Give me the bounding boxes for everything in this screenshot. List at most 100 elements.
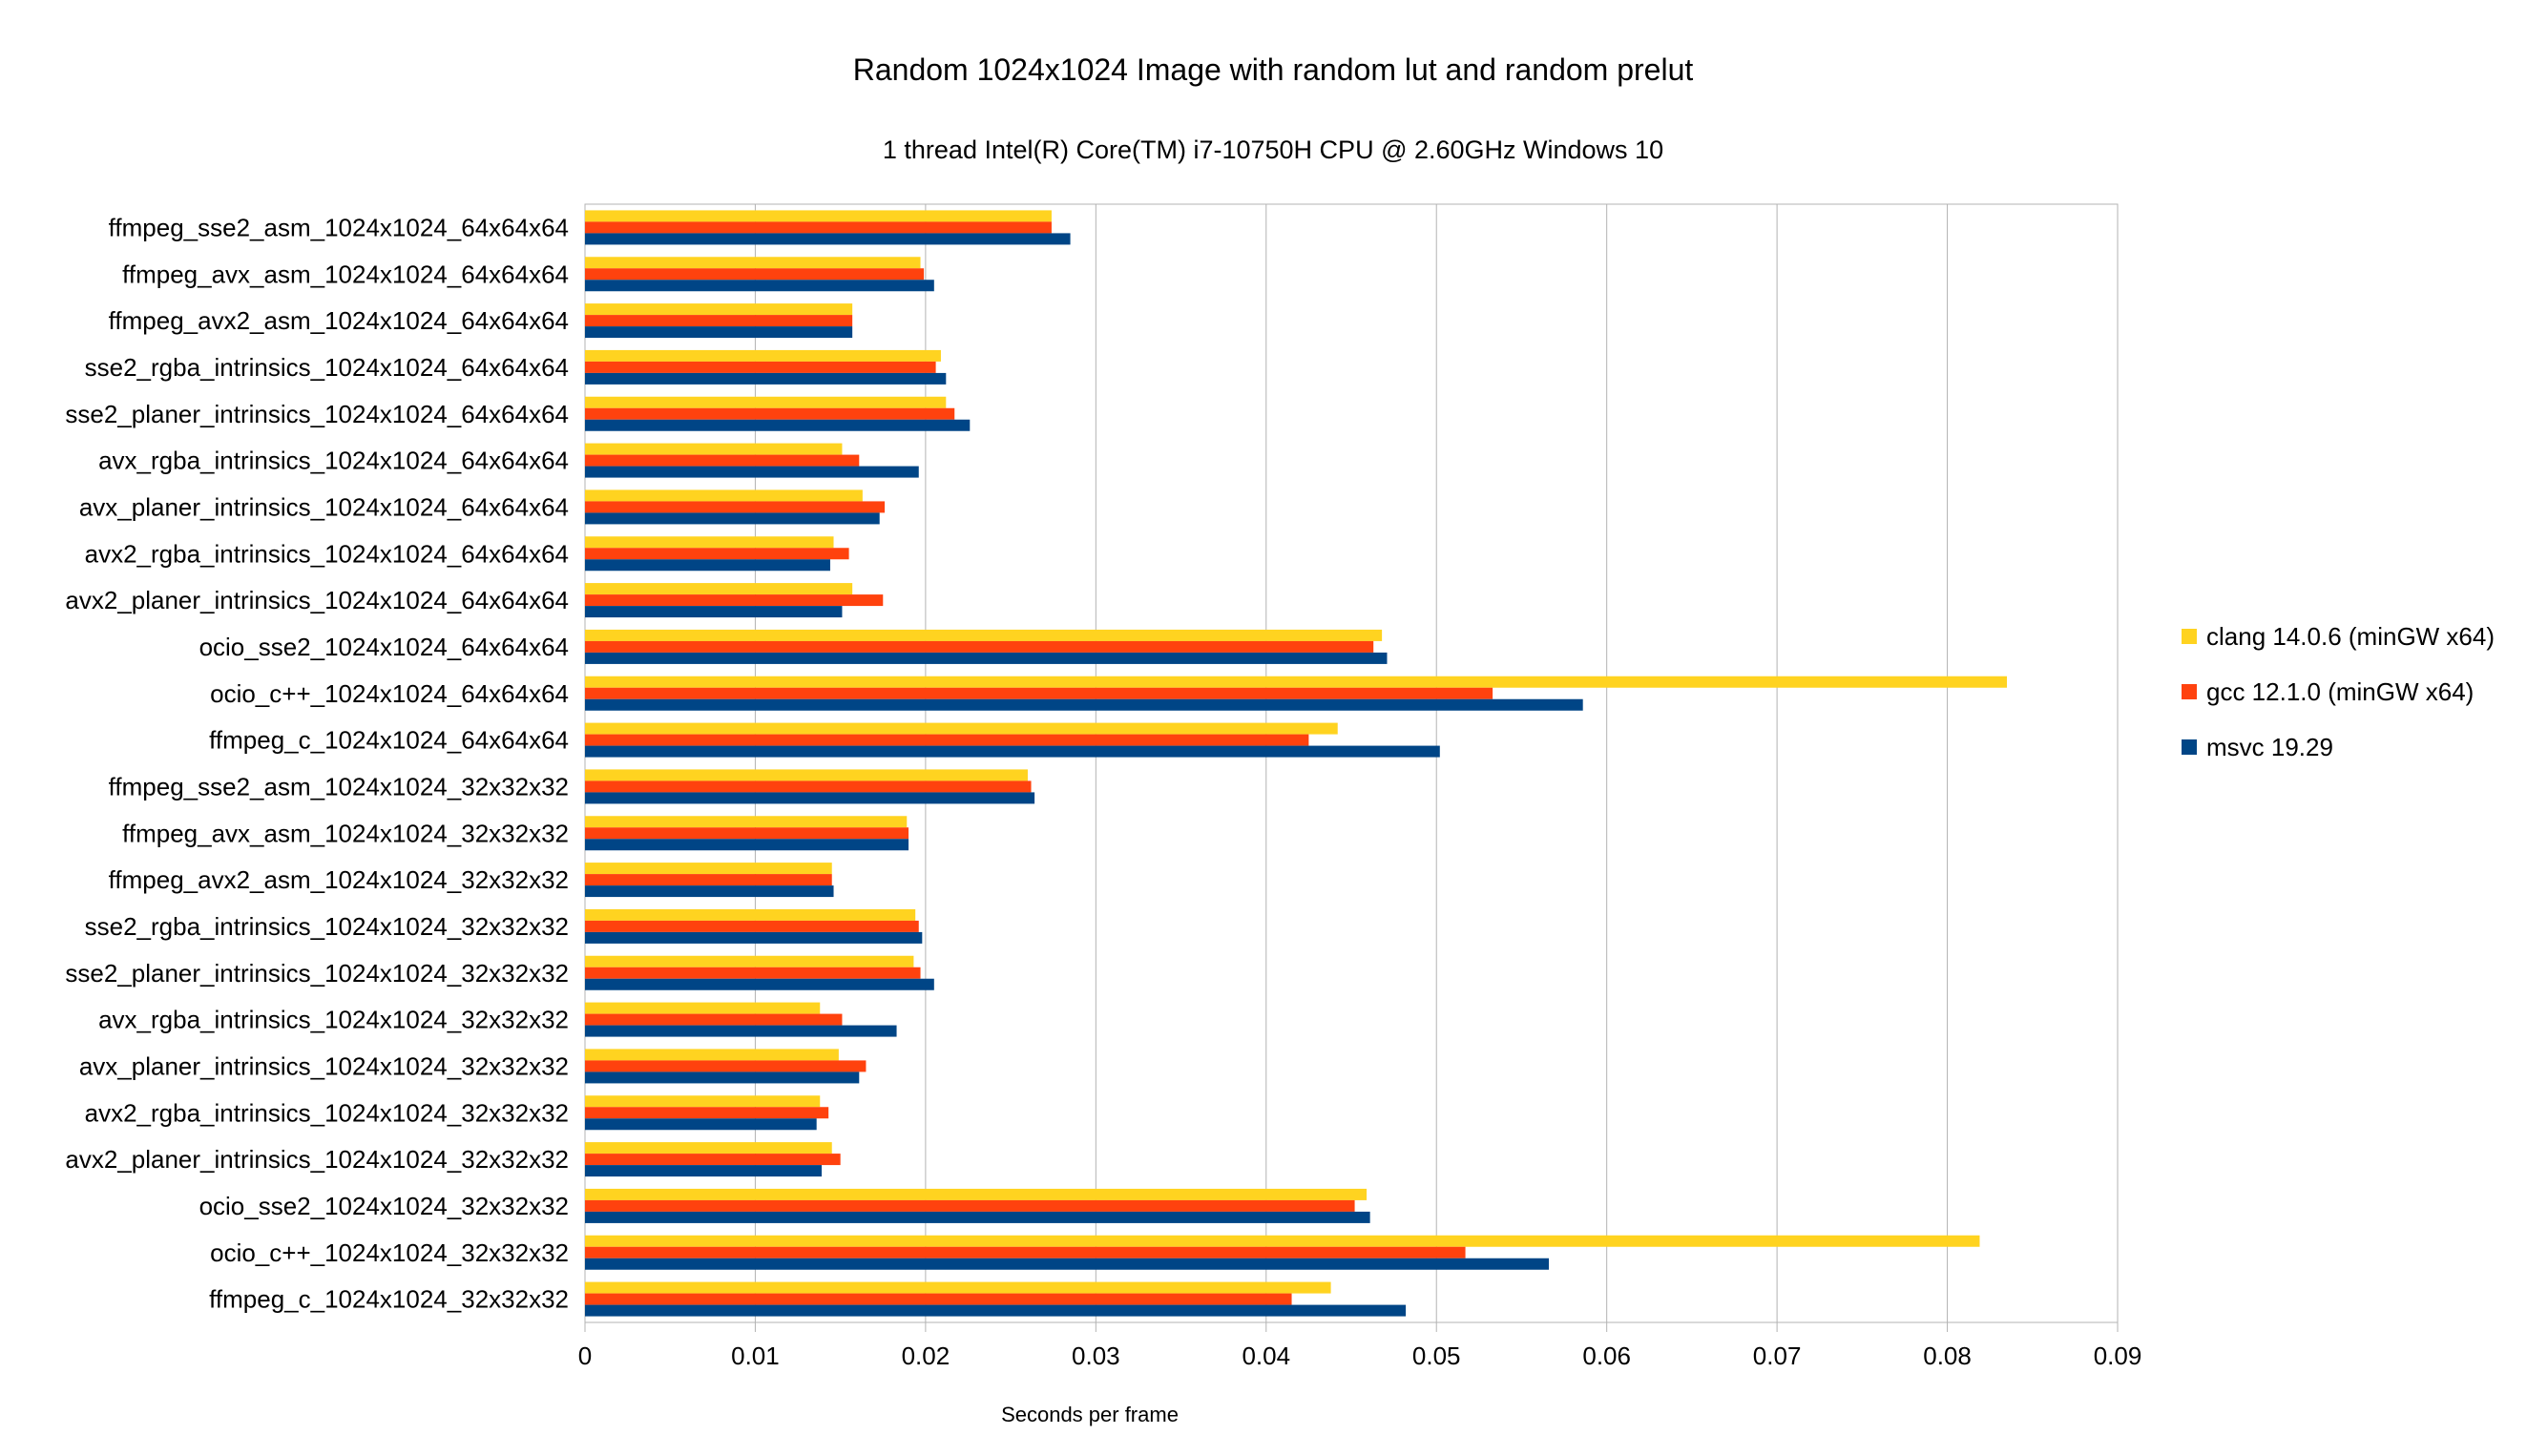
bar	[585, 734, 1309, 746]
bar	[585, 676, 2008, 688]
bar	[585, 652, 1388, 664]
category-label: ffmpeg_avx_asm_1024x1024_64x64x64	[122, 260, 569, 288]
bar	[585, 1060, 867, 1072]
bar	[585, 466, 919, 478]
bar	[585, 559, 830, 572]
bar	[585, 512, 880, 525]
plot-area	[584, 203, 2119, 1323]
bar	[585, 1049, 839, 1061]
bar	[585, 606, 843, 618]
x-tick-label: 0.04	[1242, 1342, 1290, 1370]
category-label: avx2_planer_intrinsics_1024x1024_64x64x6…	[65, 586, 569, 614]
bar	[585, 326, 853, 339]
x-tick-label: 0.01	[731, 1342, 780, 1370]
bars	[585, 210, 2008, 1317]
x-tick-label: 0.08	[1923, 1342, 1972, 1370]
category-label: ocio_c++_1024x1024_64x64x64	[210, 679, 569, 708]
bar	[585, 594, 884, 607]
bar	[585, 769, 1028, 781]
x-tick-label: 0	[578, 1342, 592, 1370]
x-axis-label: Seconds per frame	[1001, 1403, 1179, 1426]
bar	[585, 885, 834, 898]
bar	[585, 931, 923, 944]
x-tick-labels: 0 0.01 0.02 0.03 0.04 0.05 0.06 0.07 0.08 0.09	[578, 1342, 2142, 1370]
bar	[585, 419, 971, 431]
bar	[585, 745, 1440, 758]
category-label: sse2_rgba_intrinsics_1024x1024_32x32x32	[85, 912, 569, 941]
bar	[585, 1199, 1355, 1212]
bar	[585, 1246, 1466, 1258]
category-label: ffmpeg_avx2_asm_1024x1024_64x64x64	[109, 306, 569, 335]
bar	[585, 1211, 1370, 1223]
category-label: ffmpeg_avx_asm_1024x1024_32x32x32	[122, 819, 569, 847]
legend-swatch	[2182, 739, 2197, 755]
bar	[585, 1142, 832, 1154]
bar	[585, 303, 853, 316]
category-labels: ffmpeg_sse2_asm_1024x1024_64x64x64ffmpeg…	[65, 213, 569, 1313]
legend-swatch	[2182, 684, 2197, 699]
bar	[585, 920, 919, 932]
bar	[585, 1107, 829, 1119]
chart-title: Random 1024x1024 Image with random lut a…	[853, 52, 1694, 87]
category-label: avx2_rgba_intrinsics_1024x1024_32x32x32	[85, 1098, 569, 1127]
legend-label: msvc 19.29	[2206, 733, 2333, 761]
bar	[585, 863, 832, 875]
bar	[585, 1293, 1292, 1305]
bar	[585, 349, 941, 362]
bar	[585, 1154, 841, 1166]
bar	[585, 722, 1338, 735]
bar	[585, 1165, 823, 1177]
bar	[585, 967, 921, 979]
legend-swatch	[2182, 629, 2197, 644]
bar	[585, 454, 860, 467]
bar	[585, 1188, 1368, 1200]
category-label: sse2_planer_intrinsics_1024x1024_32x32x3…	[65, 959, 569, 988]
bar	[585, 396, 947, 408]
bar	[585, 1304, 1407, 1317]
bar	[585, 687, 1493, 699]
category-label: ffmpeg_c_1024x1024_32x32x32	[209, 1285, 569, 1314]
category-label: sse2_rgba_intrinsics_1024x1024_64x64x64	[85, 353, 569, 382]
legend-label: clang 14.0.6 (minGW x64)	[2206, 622, 2495, 651]
x-tick-label: 0.02	[902, 1342, 950, 1370]
gridlines	[584, 204, 2119, 1332]
bar	[585, 1013, 843, 1026]
category-label: sse2_planer_intrinsics_1024x1024_64x64x6…	[65, 400, 569, 428]
x-tick-label: 0.07	[1753, 1342, 1802, 1370]
category-label: ocio_c++_1024x1024_32x32x32	[210, 1238, 569, 1267]
bar	[585, 827, 909, 840]
bar	[585, 698, 1583, 711]
bar	[585, 780, 1032, 793]
bar	[585, 210, 1052, 222]
chart-subtitle: 1 thread Intel(R) Core(TM) i7-10750H CPU…	[883, 135, 1663, 164]
bar	[585, 839, 909, 851]
bar	[585, 407, 955, 420]
bar	[585, 1258, 1549, 1270]
category-label: avx_planer_intrinsics_1024x1024_32x32x32	[79, 1051, 569, 1080]
bar	[585, 629, 1383, 641]
bar	[585, 361, 936, 373]
x-tick-label: 0.05	[1412, 1342, 1461, 1370]
x-tick-label: 0.06	[1582, 1342, 1631, 1370]
bar	[585, 908, 916, 921]
bar	[585, 955, 914, 967]
bar	[585, 268, 925, 281]
category-label: avx2_planer_intrinsics_1024x1024_32x32x3…	[65, 1145, 569, 1174]
category-label: avx2_rgba_intrinsics_1024x1024_64x64x64	[85, 539, 569, 568]
bar	[585, 640, 1374, 653]
legend-label: gcc 12.1.0 (minGW x64)	[2206, 677, 2474, 706]
bar	[585, 1071, 860, 1084]
bar	[585, 443, 843, 455]
x-tick-label: 0.09	[2094, 1342, 2142, 1370]
category-label: ffmpeg_sse2_asm_1024x1024_64x64x64	[109, 213, 569, 241]
category-label: ffmpeg_c_1024x1024_64x64x64	[209, 726, 569, 755]
bar	[585, 1281, 1331, 1294]
category-label: avx_rgba_intrinsics_1024x1024_32x32x32	[98, 1006, 569, 1034]
bar	[585, 221, 1052, 234]
category-label: ocio_sse2_1024x1024_64x64x64	[199, 633, 569, 661]
bar	[585, 583, 853, 595]
bar	[585, 1002, 821, 1014]
bar	[585, 536, 834, 549]
bar	[585, 315, 853, 327]
